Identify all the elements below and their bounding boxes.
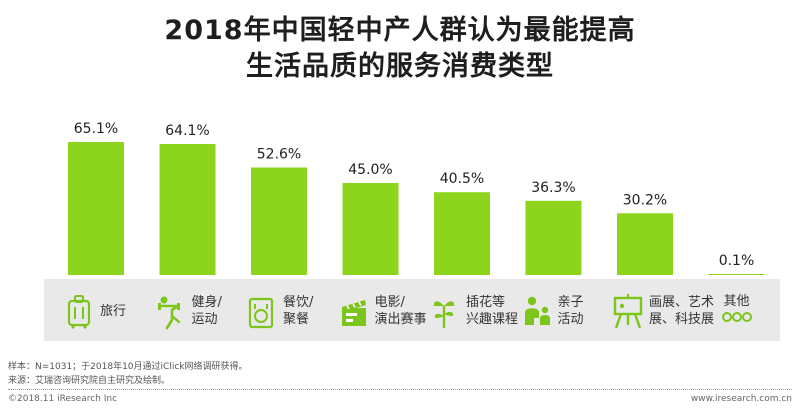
bar-value-label: 30.2%: [623, 192, 667, 208]
bar-1: [68, 141, 124, 275]
category-item: 健身/ 运动: [154, 285, 222, 337]
easel-icon: [613, 294, 643, 329]
bar-8: [708, 274, 765, 275]
category-item: 插花等 兴趣课程: [428, 285, 518, 337]
bar-value-label: 52.6%: [257, 146, 301, 162]
bar-7: [617, 213, 673, 275]
category-item: 其他: [720, 285, 754, 337]
bar-value-label: 0.1%: [719, 253, 755, 269]
bar-value-label: 64.1%: [165, 123, 209, 139]
category-item: 旅行: [62, 285, 126, 337]
category-label: 旅行: [100, 303, 127, 319]
category-label: 电影/ 演出赛事: [374, 295, 427, 327]
category-item: 餐饮/ 聚餐: [245, 285, 313, 337]
footer-divider: [8, 389, 792, 390]
bar-5: [434, 192, 490, 275]
category-item: 亲子 活动: [520, 285, 584, 337]
category-strip: [44, 279, 780, 341]
clapperboard-icon: [341, 300, 366, 326]
parent-child-icon: [524, 296, 550, 325]
flower-icon: [433, 301, 455, 328]
bar-6: [525, 200, 582, 275]
bar-value-label: 36.3%: [531, 180, 575, 196]
category-label: 画展、艺术 展、科技展: [649, 295, 715, 327]
source-note: 来源：艾瑞咨询研究院自主研究及绘制。: [8, 376, 171, 386]
bar-4: [342, 183, 399, 275]
more-icon: [721, 311, 752, 322]
sample-note: 样本：N=1031；于2018年10月通过iClick网络调研获得。: [8, 362, 248, 372]
bar-2: [159, 143, 216, 275]
website: www.iresearch.com.cn: [690, 394, 792, 404]
copyright: ©2018.11 iResearch Inc: [8, 394, 118, 404]
category-item: 电影/ 演出赛事: [337, 285, 427, 337]
category-item: 画展、艺术 展、科技展: [611, 285, 714, 337]
suitcase-icon: [67, 295, 91, 329]
bar-value-label: 40.5%: [440, 171, 484, 187]
fitness-icon: [157, 296, 180, 330]
bar-chart: 65.1% 64.1% 52.6% 45.0% 40.5% 36.3% 30.2% 0.1%: [68, 121, 765, 275]
chart-subtitle: 生活品质的服务消费类型: [246, 51, 554, 82]
category-label: 亲子 活动: [557, 295, 584, 327]
bar-value-label: 65.1%: [74, 121, 118, 137]
category-label: 插花等 兴趣课程: [466, 295, 519, 327]
category-label: 餐饮/ 聚餐: [283, 295, 314, 327]
chart-title: 2018年中国轻中产人群认为最能提高: [164, 15, 636, 46]
category-label: 健身/ 运动: [191, 295, 222, 327]
dining-icon: [248, 297, 274, 329]
bar-3: [251, 167, 307, 275]
bar-value-label: 45.0%: [348, 162, 392, 178]
category-label: 其他: [723, 293, 750, 309]
